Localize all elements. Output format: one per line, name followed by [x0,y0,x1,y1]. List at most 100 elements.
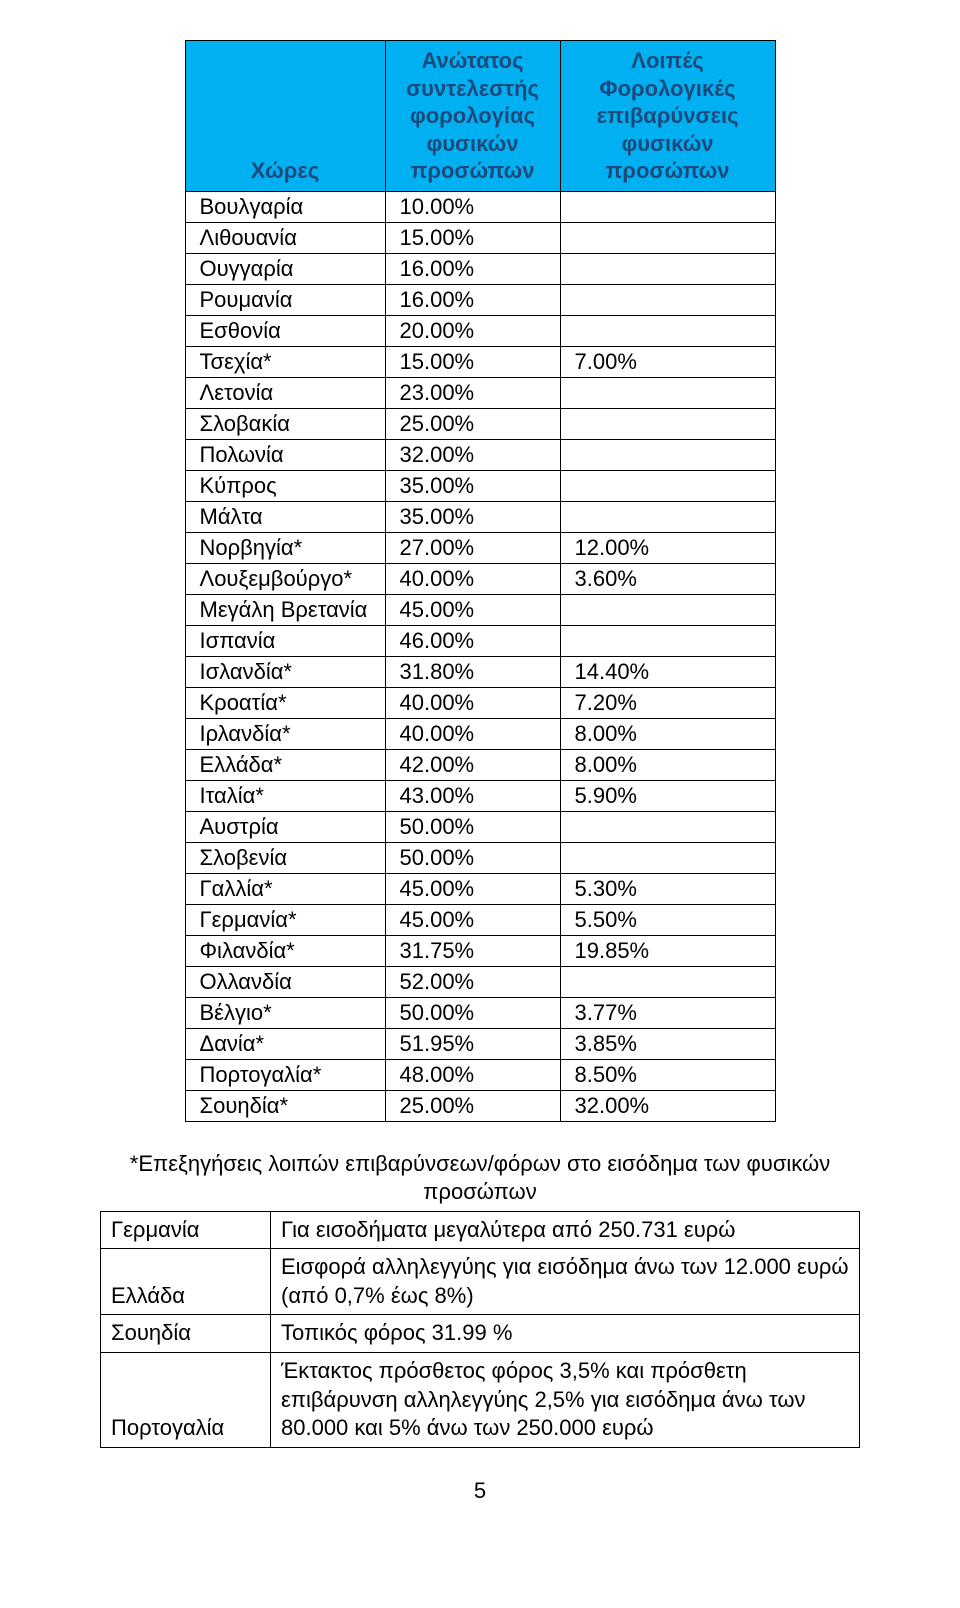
table-row: Δανία*51.95%3.85% [185,1028,775,1059]
table-row: Κροατία*40.00%7.20% [185,687,775,718]
cell-other: 14.40% [560,656,775,687]
cell-country: Γερμανία* [185,904,385,935]
cell-other [560,811,775,842]
cell-note-text: Εισφορά αλληλεγγύης για εισόδημα άνω των… [271,1249,860,1315]
cell-top-rate: 50.00% [385,997,560,1028]
cell-other [560,439,775,470]
page: Χώρες Ανώτατος συντελεστής φορολογίας φυ… [0,0,960,1544]
cell-country: Εσθονία [185,315,385,346]
cell-top-rate: 50.00% [385,811,560,842]
table-row: Γαλλία*45.00%5.30% [185,873,775,904]
table-row: Ιταλία*43.00%5.90% [185,780,775,811]
cell-country: Δανία* [185,1028,385,1059]
table-row: Λιθουανία15.00% [185,222,775,253]
table-row: Σλοβακία25.00% [185,408,775,439]
table-row: Νορβηγία*27.00%12.00% [185,532,775,563]
cell-top-rate: 40.00% [385,563,560,594]
cell-country: Μάλτα [185,501,385,532]
cell-other: 7.00% [560,346,775,377]
cell-top-rate: 31.75% [385,935,560,966]
cell-note-country: Ελλάδα [101,1249,271,1315]
cell-country: Σλοβενία [185,842,385,873]
cell-country: Πορτογαλία* [185,1059,385,1090]
cell-country: Σουηδία* [185,1090,385,1121]
cell-other: 5.90% [560,780,775,811]
table-row: Ουγγαρία16.00% [185,253,775,284]
table-row: Βέλγιο*50.00%3.77% [185,997,775,1028]
cell-country: Γαλλία* [185,873,385,904]
cell-other [560,594,775,625]
cell-country: Λουξεμβούργο* [185,563,385,594]
header-top-rate: Ανώτατος συντελεστής φορολογίας φυσικών … [385,41,560,192]
cell-other: 3.77% [560,997,775,1028]
cell-note-country: Γερμανία [101,1211,271,1249]
table-row: Ιρλανδία*40.00%8.00% [185,718,775,749]
table-row: Ρουμανία16.00% [185,284,775,315]
cell-top-rate: 20.00% [385,315,560,346]
page-number: 5 [100,1478,860,1504]
cell-top-rate: 43.00% [385,780,560,811]
cell-other: 3.85% [560,1028,775,1059]
table-row: Ελλάδα*42.00%8.00% [185,749,775,780]
table-row: ΓερμανίαΓια εισοδήματα μεγαλύτερα από 25… [101,1211,860,1249]
table-row: Πορτογαλία Έκτακτος πρόσθετος φόρος 3,5%… [101,1353,860,1448]
table-row: Μάλτα35.00% [185,501,775,532]
table-row: Γερμανία*45.00%5.50% [185,904,775,935]
table-row: Πορτογαλία*48.00%8.50% [185,1059,775,1090]
cell-other [560,966,775,997]
notes-table-body: ΓερμανίαΓια εισοδήματα μεγαλύτερα από 25… [101,1211,860,1447]
cell-country: Πολωνία [185,439,385,470]
cell-other [560,377,775,408]
table-row: Ολλανδία52.00% [185,966,775,997]
cell-country: Σλοβακία [185,408,385,439]
cell-top-rate: 25.00% [385,1090,560,1121]
cell-other: 3.60% [560,563,775,594]
table-row: Βουλγαρία10.00% [185,191,775,222]
cell-top-rate: 32.00% [385,439,560,470]
cell-top-rate: 10.00% [385,191,560,222]
table-row: Λουξεμβούργο*40.00%3.60% [185,563,775,594]
cell-country: Ισπανία [185,625,385,656]
table-row: Σλοβενία50.00% [185,842,775,873]
table-row: Σουηδία*25.00%32.00% [185,1090,775,1121]
cell-other: 8.00% [560,718,775,749]
table-row: Αυστρία50.00% [185,811,775,842]
table-row: ΣουηδίαΤοπικός φόρος 31.99 % [101,1315,860,1353]
cell-other [560,315,775,346]
cell-country: Κύπρος [185,470,385,501]
cell-country: Λετονία [185,377,385,408]
cell-top-rate: 50.00% [385,842,560,873]
cell-note-text: Τοπικός φόρος 31.99 % [271,1315,860,1353]
cell-other [560,501,775,532]
table-row: Μεγάλη Βρετανία45.00% [185,594,775,625]
table-row: Ισλανδία*31.80%14.40% [185,656,775,687]
table-row: Λετονία23.00% [185,377,775,408]
notes-table: ΓερμανίαΓια εισοδήματα μεγαλύτερα από 25… [100,1211,860,1448]
cell-other: 8.50% [560,1059,775,1090]
cell-country: Τσεχία* [185,346,385,377]
cell-top-rate: 51.95% [385,1028,560,1059]
cell-country: Ιταλία* [185,780,385,811]
cell-country: Ελλάδα* [185,749,385,780]
cell-country: Ρουμανία [185,284,385,315]
cell-country: Βέλγιο* [185,997,385,1028]
cell-other: 12.00% [560,532,775,563]
cell-other [560,222,775,253]
cell-note-text: Για εισοδήματα μεγαλύτερα από 250.731 ευ… [271,1211,860,1249]
cell-country: Ιρλανδία* [185,718,385,749]
cell-top-rate: 40.00% [385,687,560,718]
cell-country: Αυστρία [185,811,385,842]
cell-country: Μεγάλη Βρετανία [185,594,385,625]
cell-other: 32.00% [560,1090,775,1121]
table-row: Τσεχία*15.00%7.00% [185,346,775,377]
cell-country: Ισλανδία* [185,656,385,687]
cell-other: 7.20% [560,687,775,718]
cell-country: Κροατία* [185,687,385,718]
header-countries: Χώρες [185,41,385,192]
cell-top-rate: 45.00% [385,904,560,935]
cell-country: Φιλανδία* [185,935,385,966]
cell-country: Νορβηγία* [185,532,385,563]
cell-top-rate: 31.80% [385,656,560,687]
cell-top-rate: 40.00% [385,718,560,749]
table-row: Κύπρος35.00% [185,470,775,501]
